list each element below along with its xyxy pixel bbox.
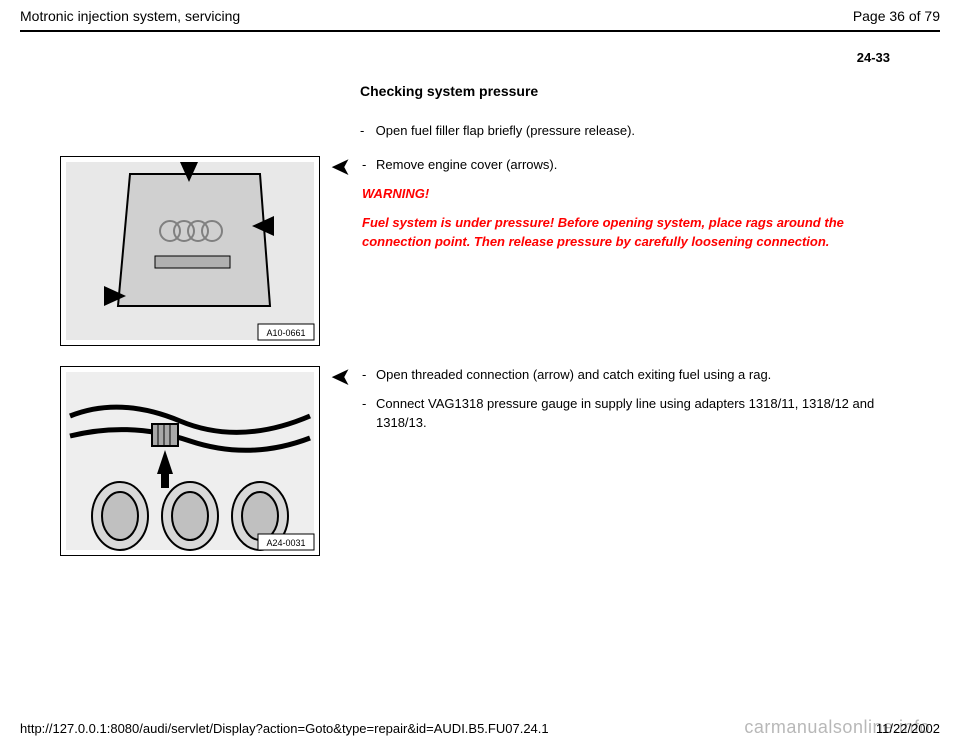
bullet-dash: - bbox=[360, 123, 372, 138]
block-2-step-1: - Open threaded connection (arrow) and c… bbox=[362, 366, 900, 385]
block-2-text: - Open threaded connection (arrow) and c… bbox=[362, 366, 900, 443]
intro-step-text: Open fuel filler flap briefly (pressure … bbox=[376, 123, 635, 138]
block-1-text: - Remove engine cover (arrows). WARNING!… bbox=[362, 156, 900, 251]
footer-url: http://127.0.0.1:8080/audi/servlet/Displ… bbox=[20, 721, 549, 736]
pointer-icon: ➤ bbox=[332, 366, 350, 388]
header-title: Motronic injection system, servicing bbox=[20, 8, 240, 24]
footer-date: 11/22/2002 bbox=[876, 721, 940, 736]
block-1-step-1: - Remove engine cover (arrows). bbox=[362, 156, 900, 175]
header-page-label: Page 36 of 79 bbox=[853, 8, 940, 24]
figure-2-ref: A24-0031 bbox=[266, 538, 305, 548]
block-2-step-2-text: Connect VAG1318 pressure gauge in supply… bbox=[376, 395, 900, 433]
block-2-step-1-text: Open threaded connection (arrow) and cat… bbox=[376, 366, 771, 385]
bullet-dash: - bbox=[362, 395, 376, 433]
intro-step: - Open fuel filler flap briefly (pressur… bbox=[60, 123, 900, 138]
bullet-dash: - bbox=[362, 366, 376, 385]
section-title: Checking system pressure bbox=[60, 83, 900, 99]
figure-1-ref: A10-0661 bbox=[266, 328, 305, 338]
page-reference: 24-33 bbox=[0, 32, 960, 65]
bullet-dash: - bbox=[362, 156, 376, 175]
content-block-2: A24-0031 ➤ - Open threaded connection (a… bbox=[60, 366, 900, 556]
warning-body: Fuel system is under pressure! Before op… bbox=[362, 214, 900, 252]
content-block-1: A10-0661 ➤ - Remove engine cover (arrows… bbox=[60, 156, 900, 346]
page-header: Motronic injection system, servicing Pag… bbox=[0, 0, 960, 28]
figure-1: A10-0661 bbox=[60, 156, 320, 346]
block-1-step-1-text: Remove engine cover (arrows). bbox=[376, 156, 557, 175]
pointer-icon: ➤ bbox=[332, 156, 350, 178]
page-footer: http://127.0.0.1:8080/audi/servlet/Displ… bbox=[0, 721, 960, 736]
warning-label: WARNING! bbox=[362, 185, 900, 204]
block-2-step-2: - Connect VAG1318 pressure gauge in supp… bbox=[362, 395, 900, 433]
content-area: Checking system pressure - Open fuel fil… bbox=[0, 65, 960, 556]
figure-2: A24-0031 bbox=[60, 366, 320, 556]
